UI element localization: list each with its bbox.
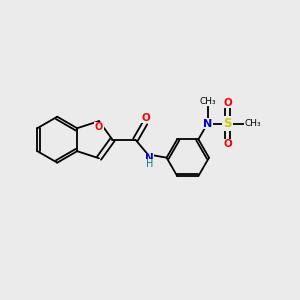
Text: S: S xyxy=(223,117,232,130)
Text: CH₃: CH₃ xyxy=(245,119,262,128)
Text: O: O xyxy=(223,98,232,108)
Text: O: O xyxy=(223,139,232,149)
Text: O: O xyxy=(141,113,150,123)
Text: O: O xyxy=(95,122,103,132)
Text: N: N xyxy=(203,118,212,128)
Text: N: N xyxy=(145,154,154,164)
Text: CH₃: CH₃ xyxy=(199,97,216,106)
Text: H: H xyxy=(146,159,153,169)
